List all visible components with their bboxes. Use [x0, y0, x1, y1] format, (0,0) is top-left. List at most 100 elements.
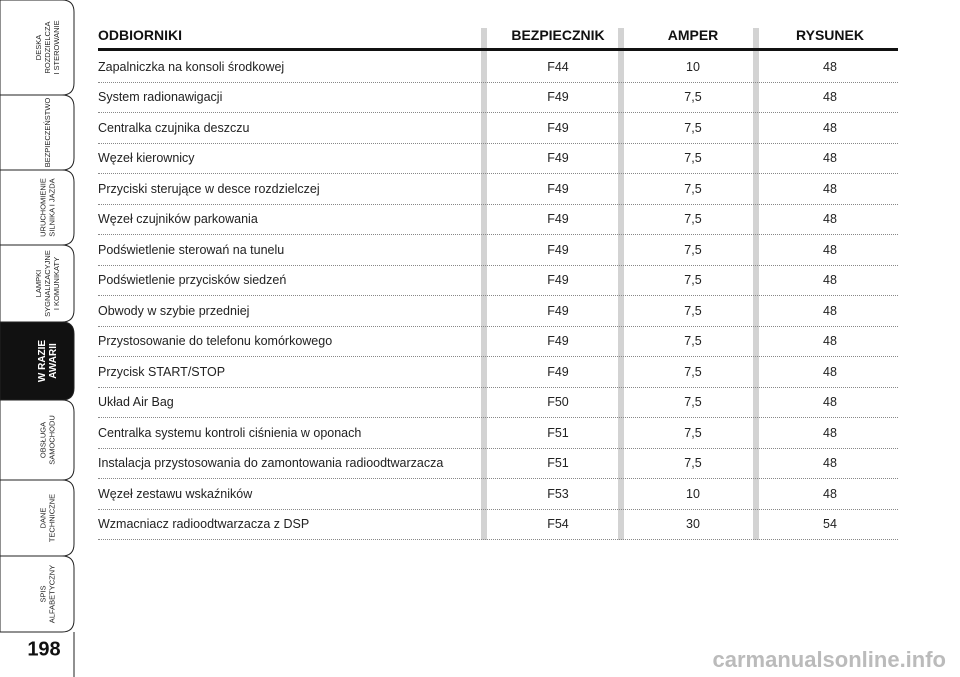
tab-label: I STEROWANIE [52, 20, 61, 74]
table-cell: Węzeł czujników parkowania [98, 212, 258, 227]
table-cell: 48 [823, 181, 837, 196]
table-cell: 7,5 [684, 456, 702, 471]
table-cell: 7,5 [684, 364, 702, 379]
table-cell: 10 [686, 486, 700, 501]
table-cell: 48 [823, 364, 837, 379]
tab-label: TECHNICZNE [47, 494, 56, 542]
table-cell: 48 [823, 395, 837, 410]
page-number: 198 [27, 638, 60, 660]
table-cell: Układ Air Bag [98, 395, 174, 410]
row-separator [98, 508, 898, 510]
table-cell: 48 [823, 425, 837, 440]
table-cell: F51 [547, 425, 569, 440]
tab-label: DESKA [34, 35, 43, 60]
row-separator [98, 82, 898, 83]
table-cell: 7,5 [684, 334, 702, 349]
watermark: carmanualsonline.info [712, 647, 947, 672]
row-separator [98, 325, 898, 327]
table-cell: F49 [547, 273, 569, 288]
table-cell: Przystosowanie do telefonu komórkowego [98, 334, 333, 349]
row-separator [98, 447, 898, 449]
header-rule [98, 48, 898, 51]
tab-label: SILNIKA I JAZDA [47, 178, 56, 236]
table-cell: F53 [547, 486, 569, 501]
table-cell: 7,5 [684, 242, 702, 257]
table-cell: 48 [823, 334, 837, 349]
table-cell: 10 [686, 60, 700, 74]
row-separator [98, 142, 898, 144]
tab-label: I KOMUNIKATY [52, 257, 61, 310]
table-cell: Obwody w szybie przedniej [98, 303, 250, 318]
table-cell: F44 [547, 60, 569, 74]
table-cell: 7,5 [684, 181, 702, 196]
table-cell: Podświetlenie przycisków siedzeń [98, 273, 287, 288]
tab-label: SYGNALIZACYJNE [43, 250, 52, 317]
tab-label: ALFABETYCZNY [47, 565, 56, 623]
table-cell: 48 [823, 90, 837, 105]
table-cell: 48 [823, 242, 837, 257]
row-separator [98, 112, 898, 114]
table-cell: 48 [823, 273, 837, 288]
table-cell: Wzmacniacz radioodtwarzacza z DSP [98, 517, 310, 532]
tab-label: AWARII [48, 343, 59, 379]
table-cell: F50 [547, 395, 569, 410]
table-cell: 7,5 [684, 151, 702, 166]
table-cell: 7,5 [684, 90, 702, 105]
table-cell: 7,5 [684, 425, 702, 440]
table-cell: F49 [547, 334, 569, 349]
row-separator [98, 234, 898, 236]
tab-shape [0, 555, 75, 633]
table-cell: F49 [547, 181, 569, 196]
table-cell: F49 [547, 242, 569, 257]
table-cell: 7,5 [684, 212, 702, 227]
column-header: BEZPIECZNIK [511, 27, 605, 43]
row-separator [98, 173, 898, 175]
row-separator [98, 539, 898, 541]
table-cell: Przyciski sterujące w desce rozdzielczej [98, 181, 320, 196]
column-header: AMPER [667, 27, 719, 43]
table-cell: Przycisk START/STOP [98, 364, 226, 379]
table-cell: F49 [547, 120, 569, 135]
tab-shape [0, 94, 75, 171]
tab-label: SAMOCHODU [47, 415, 56, 465]
table-cell: 30 [686, 517, 700, 532]
column-bar [481, 28, 487, 540]
tab-label: W RAZIE [37, 340, 48, 383]
table-cell: 7,5 [684, 120, 702, 135]
column-header: RYSUNEK [796, 27, 864, 43]
table-cell: Zapalniczka na konsoli środkowej [98, 60, 285, 74]
tab-label: URUCHOMIENIE [38, 178, 47, 237]
table-cell: F54 [547, 517, 569, 532]
tab-label: BEZPIECZEŃSTWO [43, 98, 52, 168]
tab-label: LAMPKI [34, 270, 43, 298]
tab-shape [0, 479, 75, 557]
table-cell: F49 [547, 151, 569, 166]
row-separator [98, 386, 898, 388]
table-cell: 7,5 [684, 395, 702, 410]
tab-shape [0, 169, 75, 246]
table-cell: 48 [823, 212, 837, 227]
table-cell: Instalacja przystosowania do zamontowani… [98, 456, 444, 471]
table-cell: System radionawigacji [98, 90, 223, 105]
tab-label: ROZDZIELCZA [43, 21, 52, 73]
table-cell: Centralka systemu kontroli ciśnienia w o… [98, 425, 362, 440]
row-separator [98, 203, 898, 205]
row-separator [98, 417, 898, 419]
row-separator [98, 264, 898, 266]
table-cell: 54 [823, 517, 837, 532]
tab-label: OBSŁUGA [38, 422, 47, 458]
column-bar [753, 28, 759, 540]
row-separator [98, 295, 898, 297]
table-cell: 48 [823, 120, 837, 135]
table-cell: 48 [823, 60, 837, 74]
table-cell: 7,5 [684, 303, 702, 318]
tab-label: SPIS [38, 585, 47, 602]
table-cell: Węzeł kierownicy [98, 151, 195, 166]
tab-shape [0, 399, 75, 481]
table-cell: 7,5 [684, 273, 702, 288]
table-cell: Centralka czujnika deszczu [98, 120, 250, 135]
sidebar: DESKA ROZDZIELCZA I STEROWANIE BEZPIECZEŃST… [0, 0, 75, 677]
table-cell: F49 [547, 90, 569, 105]
table-cell: Węzeł zestawu wskaźników [98, 486, 253, 501]
